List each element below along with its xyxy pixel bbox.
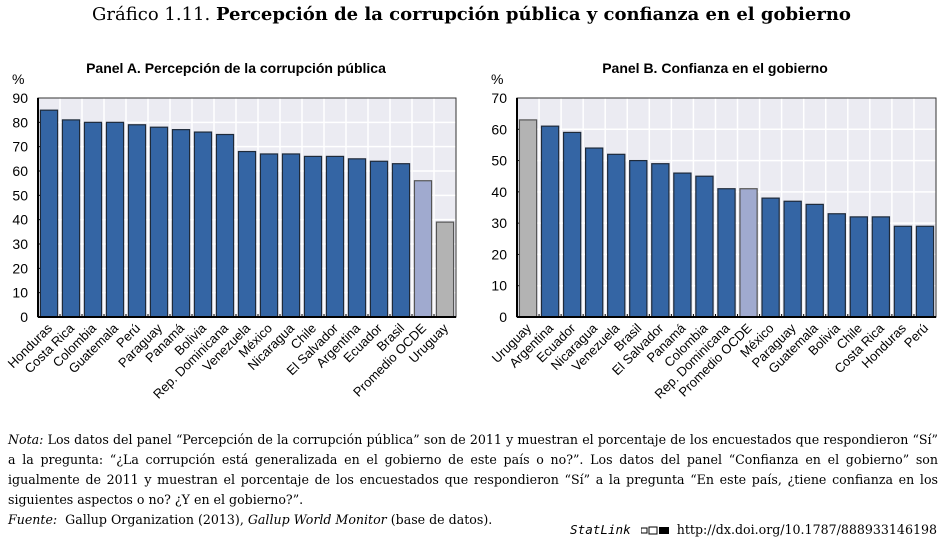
bar-colombia [695, 175, 714, 318]
bar-argentina [347, 158, 367, 318]
bar-charts: Panel A. Percepción de la corrupción púb… [5, 60, 937, 402]
bar-honduras [39, 109, 59, 318]
source-text-pre: Gallup Organization (2013), [57, 512, 248, 527]
bar-venezuela [607, 153, 626, 318]
bar-méxico [259, 153, 279, 318]
source-paragraph: Fuente: Gallup Organization (2013), Gall… [8, 510, 938, 530]
source-text-post: (base de datos). [386, 512, 493, 527]
bar-el-salvador [325, 155, 345, 318]
note-label: Nota: [8, 432, 44, 447]
bar-guatemala [105, 121, 125, 318]
panel-title: Panel A. Percepción de la corrupción púb… [86, 60, 386, 76]
bar-argentina [540, 125, 560, 318]
bar-uruguay [435, 221, 455, 318]
y-tick-label: 80 [12, 114, 28, 130]
bar-nicaragua [281, 153, 301, 318]
bar-chile [849, 216, 869, 318]
source-database-name: Gallup World Monitor [247, 512, 387, 527]
bar-panamá [673, 172, 692, 318]
y-tick-label: 70 [12, 139, 28, 155]
panel-title: Panel B. Confianza en el gobierno [602, 60, 828, 76]
x-category-label: Perú [901, 321, 931, 351]
bar-paraguay [783, 200, 802, 318]
bar-guatemala [805, 203, 824, 318]
panel-b: Panel B. Confianza en el gobierno% 0 10 20 3… [489, 60, 937, 402]
y-tick-label: 30 [12, 236, 28, 252]
bar-chile [303, 155, 323, 318]
statlink-logo-icon [640, 526, 669, 535]
y-tick-label: 50 [12, 187, 28, 203]
statlink: StatLink http://dx.doi.org/10.1787/88893… [570, 522, 937, 537]
note-text: Los datos del panel “Percepción de la co… [8, 432, 938, 507]
bar-costa-rica [871, 216, 891, 318]
y-axis-unit-label: % [491, 71, 503, 87]
bar-honduras [893, 225, 913, 318]
bar-bolivia [827, 213, 846, 318]
y-tick-label: 20 [12, 260, 28, 276]
bar-nicaragua [584, 147, 604, 318]
bar-promedio-ocde [739, 188, 758, 318]
figure-title: Gráfico 1.11. Percepción de la corrupció… [0, 4, 943, 25]
y-tick-label: 0 [499, 309, 507, 325]
y-tick-label: 20 [491, 246, 507, 262]
bar-bolivia [193, 131, 213, 318]
y-tick-label: 10 [491, 278, 507, 294]
y-tick-label: 60 [491, 121, 507, 137]
bar-paraguay [149, 126, 169, 318]
y-tick-label: 90 [12, 90, 28, 106]
y-tick-label: 40 [12, 212, 28, 228]
figure-title-text: Percepción de la corrupción pública y co… [215, 4, 851, 25]
bar-panamá [171, 129, 191, 318]
figure-number: Gráfico 1.11. [92, 4, 211, 25]
notes: Nota: Los datos del panel “Percepción de… [8, 430, 938, 530]
bar-rep-dominicana [717, 188, 736, 318]
bar-ecuador [562, 131, 582, 318]
bar-el-salvador [651, 163, 670, 318]
bar-uruguay [518, 119, 538, 318]
bar-brasil [629, 159, 648, 318]
source-label: Fuente: [8, 512, 58, 527]
note-paragraph: Nota: Los datos del panel “Percepción de… [8, 430, 938, 510]
bar-promedio-ocde [413, 180, 433, 318]
y-tick-label: 50 [491, 153, 507, 169]
statlink-url[interactable]: http://dx.doi.org/10.1787/888933146198 [676, 522, 937, 537]
bar-colombia [83, 121, 103, 318]
y-tick-label: 30 [491, 215, 507, 231]
bar-rep-dominicana [215, 133, 235, 318]
y-axis-unit-label: % [12, 71, 24, 87]
panel-a: Panel A. Percepción de la corrupción púb… [5, 60, 457, 402]
bar-méxico [761, 197, 780, 318]
statlink-label: StatLink [570, 522, 631, 537]
y-tick-label: 70 [491, 90, 507, 106]
y-tick-label: 60 [12, 163, 28, 179]
bar-costa-rica [61, 119, 81, 318]
y-tick-label: 0 [20, 309, 28, 325]
bar-brasil [391, 163, 411, 318]
y-tick-label: 10 [12, 285, 28, 301]
bar-venezuela [237, 150, 257, 318]
bar-perú [127, 124, 147, 318]
bar-ecuador [369, 160, 389, 318]
y-tick-label: 40 [491, 184, 507, 200]
bar-perú [915, 225, 935, 318]
